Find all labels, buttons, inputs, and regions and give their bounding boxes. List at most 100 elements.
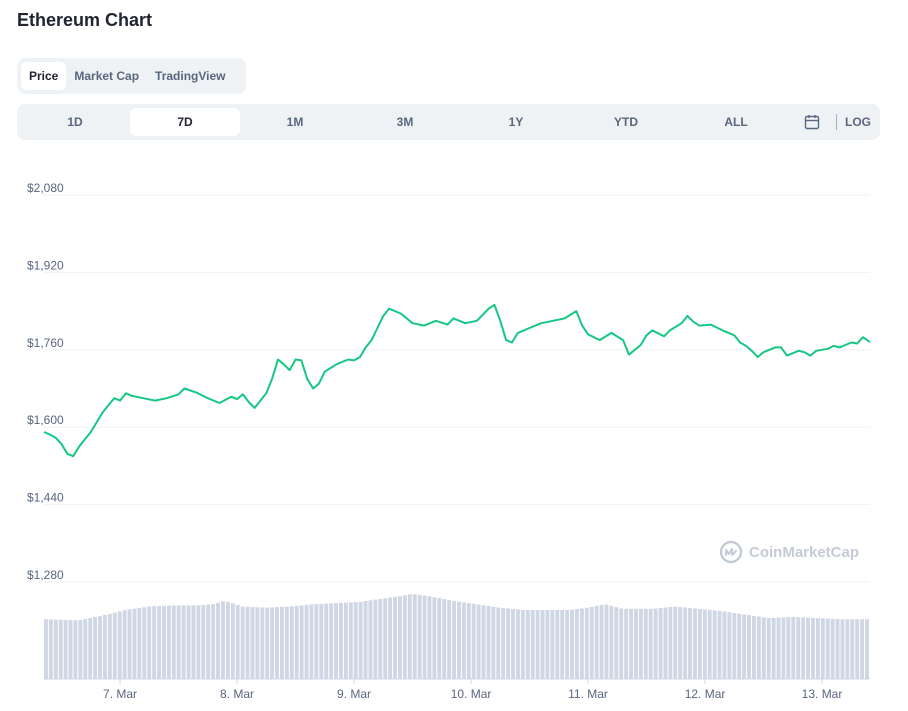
volume-bar [250,607,255,679]
volume-bar [427,596,432,679]
volume-bar [752,615,756,679]
volume-bar [176,605,181,679]
volume-bar [44,619,48,679]
range-1y-button[interactable]: 1Y [508,115,524,129]
volume-bar [343,602,348,679]
volume-bar [491,606,496,679]
volume-bar [181,605,186,679]
volume-bar [530,610,535,679]
volume-bar [240,606,245,679]
tab-tradingview[interactable]: TradingView [155,69,226,83]
volume-bar [152,606,157,679]
y-tick-label: $2,080 [27,181,64,195]
coinmarketcap-logo-icon [719,540,743,564]
volume-bar [235,605,240,679]
volume-bar [766,618,771,679]
volume-bar [663,607,668,679]
volume-bar [422,595,427,679]
range-7d-button[interactable]: 7D [130,108,240,136]
toolbar-divider [836,114,837,130]
volume-bar [147,606,152,679]
volume-bar [363,601,368,679]
chart-type-tabs: Price Market Cap TradingView [17,58,246,94]
x-tick-label: 11. Mar [568,687,608,701]
volume-bar [653,608,658,679]
volume-bar [673,606,678,679]
volume-bar [201,604,206,679]
volume-bar [417,594,422,679]
range-all-button[interactable]: ALL [724,115,748,129]
volume-bar [171,605,176,679]
volume-bar [127,609,132,679]
volume-bar [575,609,579,679]
page-title: Ethereum Chart [17,10,153,30]
volume-bar [811,617,815,679]
volume-bar [619,608,624,679]
log-scale-button[interactable]: LOG [845,115,871,129]
volume-bar [511,609,515,679]
volume-bar [565,610,570,679]
volume-bar [609,605,614,679]
volume-bar [806,617,810,679]
volume-bar [693,608,697,679]
volume-bar [629,608,633,679]
volume-bar [496,607,501,679]
range-3m-button[interactable]: 3M [396,115,414,129]
volume-bar [221,601,225,679]
volume-bar [722,611,727,679]
volume-bar [447,600,452,679]
range-1m-button[interactable]: 1M [286,115,304,129]
volume-bar [791,616,796,679]
volume-bar [98,616,102,679]
volume-bar [314,604,319,679]
volume-bar [702,609,707,679]
volume-bar [309,604,314,679]
volume-bar [594,605,599,679]
watermark-text: CoinMarketCap [749,543,860,561]
tab-price[interactable]: Price [21,62,67,90]
volume-bar [737,613,742,679]
volume-bar [216,602,220,679]
volume-bar [560,610,565,679]
volume-bar [398,596,402,679]
volume-bar [329,603,334,679]
volume-bar [383,598,388,679]
volume-bar [378,598,383,679]
volume-bar [501,608,506,679]
volume-bar [294,605,299,679]
x-tick-label: 12. Mar [685,687,726,701]
tab-market-cap[interactable]: Market Cap [74,69,140,83]
volume-bar [457,601,461,679]
volume-bar [358,601,363,679]
time-range-bar: 1D 7D 1M 3M 1Y YTD ALL LOG [17,104,880,140]
volume-bar [850,619,855,679]
volume-bar [525,610,530,679]
volume-bar [535,610,540,679]
volume-bar [835,619,840,679]
volume-bar [865,619,869,679]
volume-bar [260,607,265,679]
volume-bar [643,608,648,679]
volume-bar [860,619,865,679]
volume-bar [166,605,171,679]
volume-bar [717,610,722,679]
volume-bar [53,619,58,679]
volume-bar [638,608,643,679]
volume-bar [555,610,560,679]
volume-bar [540,610,545,679]
volume-bar [162,605,166,679]
range-1d-button[interactable]: 1D [67,115,83,129]
volume-bar [186,605,191,679]
price-chart: $2,080 $1,920 $1,760 $1,600 $1,440 $1,280 7. M… [27,181,871,701]
volume-bar [855,619,860,679]
range-ytd-button[interactable]: YTD [614,115,638,129]
volume-bar [570,609,574,679]
volume-bar [830,618,835,679]
x-tick-label: 8. Mar [220,687,254,701]
volume-bar [368,600,373,679]
volume-bar [245,606,250,679]
volume-bar [117,611,122,679]
calendar-icon[interactable] [804,114,820,130]
volume-bar [442,599,447,679]
volume-bar [520,609,525,679]
